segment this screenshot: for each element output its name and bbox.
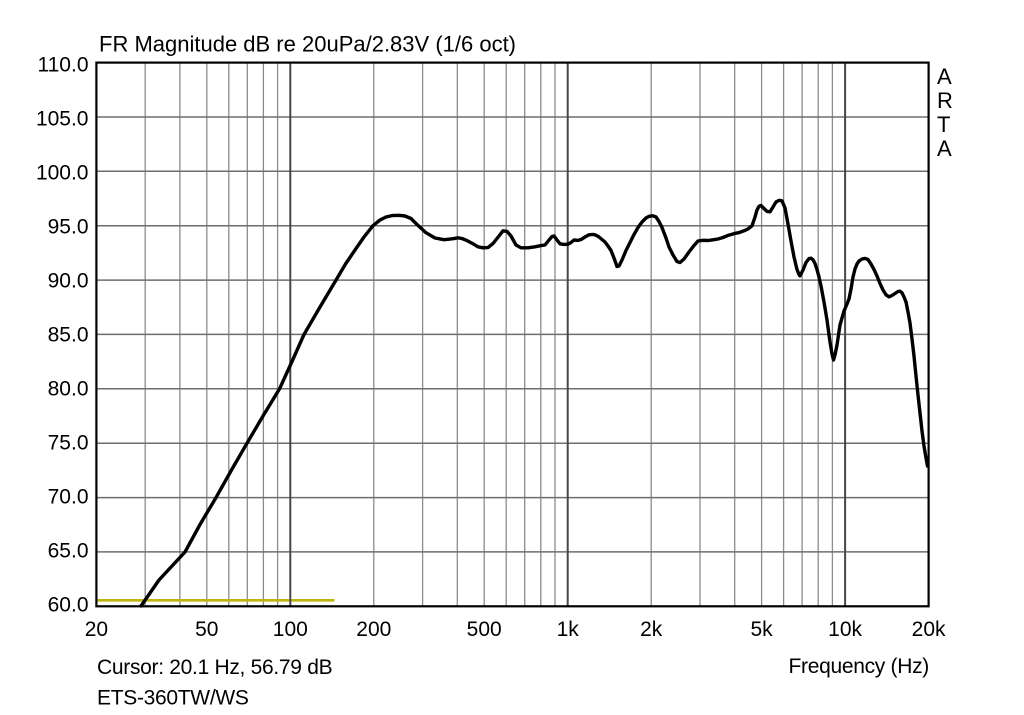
svg-text:A: A xyxy=(937,64,952,89)
svg-text:1k: 1k xyxy=(557,618,580,641)
svg-text:R: R xyxy=(937,88,953,113)
svg-text:90.0: 90.0 xyxy=(48,270,89,293)
svg-text:20k: 20k xyxy=(912,618,946,641)
svg-text:ETS-360TW/WS: ETS-360TW/WS xyxy=(97,687,249,710)
svg-text:75.0: 75.0 xyxy=(48,432,89,455)
svg-text:Frequency (Hz): Frequency (Hz) xyxy=(788,655,929,678)
svg-text:105.0: 105.0 xyxy=(36,108,89,131)
svg-text:500: 500 xyxy=(467,618,502,641)
svg-text:10k: 10k xyxy=(828,618,862,641)
svg-text:70.0: 70.0 xyxy=(48,486,89,509)
svg-text:60.0: 60.0 xyxy=(48,594,89,617)
svg-text:95.0: 95.0 xyxy=(48,216,89,239)
svg-text:Cursor: 20.1 Hz, 56.79 dB: Cursor: 20.1 Hz, 56.79 dB xyxy=(97,656,332,679)
svg-text:85.0: 85.0 xyxy=(48,324,89,347)
svg-text:5k: 5k xyxy=(751,618,774,641)
svg-text:FR Magnitude dB re 20uPa/2.83V: FR Magnitude dB re 20uPa/2.83V (1/6 oct) xyxy=(99,32,516,57)
svg-text:200: 200 xyxy=(356,618,391,641)
svg-text:65.0: 65.0 xyxy=(48,540,89,563)
svg-text:20: 20 xyxy=(85,618,108,641)
svg-text:80.0: 80.0 xyxy=(48,378,89,401)
svg-text:2k: 2k xyxy=(640,618,663,641)
svg-text:100: 100 xyxy=(273,618,308,641)
svg-text:50: 50 xyxy=(195,618,218,641)
svg-text:100.0: 100.0 xyxy=(36,162,89,185)
svg-text:T: T xyxy=(937,112,950,137)
svg-text:A: A xyxy=(937,136,952,161)
svg-text:110.0: 110.0 xyxy=(38,54,89,77)
